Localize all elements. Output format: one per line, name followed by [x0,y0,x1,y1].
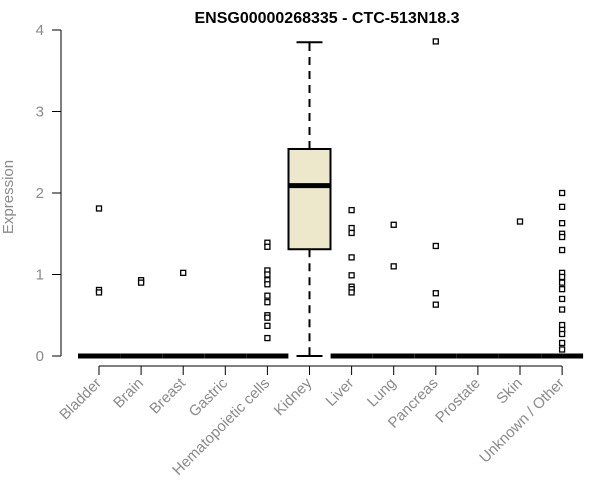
x-tick-label: Prostate [432,375,484,427]
outlier-point [95,205,103,212]
y-tick-label: 0 [36,348,44,365]
outlier-point [558,286,566,293]
x-tick-label: Kidney [271,374,316,419]
outlier-point [558,246,566,254]
y-tick-label: 2 [36,185,44,202]
outlier-point [432,38,439,45]
outlier-point [390,221,397,228]
y-axis-label: Expression [0,160,17,234]
outlier-point [348,254,355,261]
outlier-point [432,301,439,308]
box-lung [372,221,415,359]
outlier-point [264,271,271,278]
outlier-point [558,189,566,197]
outlier-point [558,273,566,281]
outlier-point [95,289,103,296]
outlier-point [558,346,566,353]
outlier-point [432,242,439,250]
plot-area [78,38,584,359]
outlier-point [264,281,271,288]
outlier-point [558,295,566,303]
outlier-point [264,314,271,321]
outlier-point [516,218,524,225]
box-iqr [287,147,332,251]
x-tick-label: Bladder [56,375,105,424]
box-liver [330,206,373,359]
outlier-point [558,233,566,241]
chart-title: ENSG00000268335 - CTC-513N18.3 [194,10,459,27]
outlier-point [137,279,145,286]
box-unknown-other [541,189,584,359]
box-hematopoietic-cells [246,239,289,359]
y-axis: 0 1 2 3 4 [36,22,62,365]
outlier-point [348,289,355,296]
box-breast [162,269,205,359]
outlier-point [264,322,271,329]
box-pancreas [414,38,457,359]
outlier-point [558,279,566,286]
y-tick-label: 4 [36,22,44,39]
outlier-point [558,203,566,211]
outlier-point [348,206,355,214]
outlier-point [558,339,566,347]
outlier-point [558,220,566,227]
outlier-point [390,263,397,270]
box-kidney [287,41,332,357]
outlier-point [264,243,271,250]
y-tick-label: 3 [36,104,44,121]
outlier-point [348,229,355,237]
box-brain [120,277,163,359]
x-tick-label: Skin [493,375,526,408]
x-tick-label: Liver [322,375,357,410]
outlier-point [180,269,187,277]
outlier-point [264,299,271,306]
box-bladder [78,205,120,359]
outlier-point [264,334,271,342]
outlier-point [348,272,355,279]
outlier-point [558,306,566,313]
x-tick-label: Breast [146,374,189,417]
x-tick-label: Lung [364,375,400,411]
x-tick-label: Brain [110,375,147,412]
outlier-point [432,290,439,297]
y-tick-label: 1 [36,267,44,284]
outlier-point [558,330,566,338]
box-skin [499,218,541,359]
outlier-point [264,292,271,299]
